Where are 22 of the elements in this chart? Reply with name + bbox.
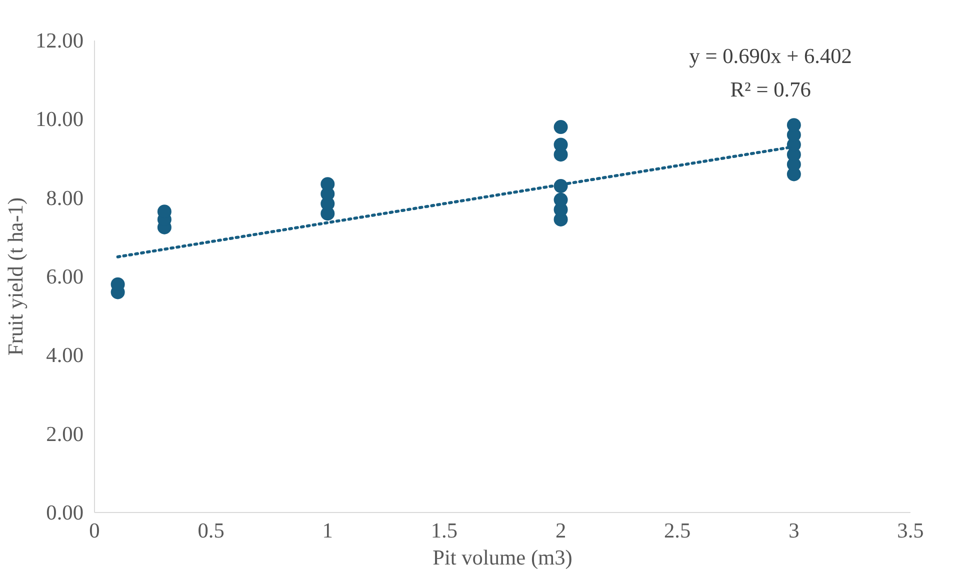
y-axis-title: Fruit yield (t ha-1): [4, 197, 28, 356]
y-tick-label: 2.00: [46, 422, 84, 446]
point: [554, 138, 568, 152]
y-tick-label: 12.00: [36, 28, 84, 52]
y-tick-label: 0.00: [46, 500, 84, 524]
x-tick-label: 1.5: [430, 518, 458, 542]
y-tick-label: 10.00: [36, 107, 84, 132]
x-tick-label: 2.5: [664, 518, 691, 542]
y-tick-label: 6.00: [46, 264, 84, 288]
point: [554, 192, 568, 207]
y-tick-label: 4.00: [46, 343, 84, 368]
annotation: y = 0.690x + 6.402: [689, 44, 852, 68]
y-tick-label: 8.00: [46, 186, 84, 210]
x-tick-label: 1: [322, 518, 333, 542]
x-tick-label: 0.5: [198, 518, 224, 542]
annotation: R² = 0.76: [730, 78, 812, 102]
point: [554, 120, 568, 134]
x-tick-label: 3.5: [897, 518, 924, 542]
x-tick-label: 2: [555, 518, 566, 542]
x-tick-label: 3: [788, 518, 800, 542]
x-axis-title: Pit volume (m3): [432, 546, 572, 570]
x-tick-label: 0: [89, 518, 100, 542]
